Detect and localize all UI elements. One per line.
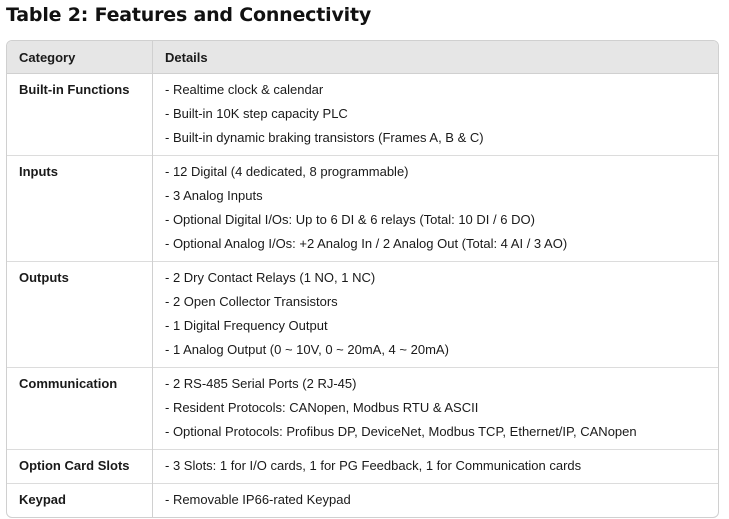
category-cell: Keypad [7, 483, 153, 517]
detail-item: - Optional Analog I/Os: +2 Analog In / 2… [165, 236, 568, 251]
detail-item: - Realtime clock & calendar [165, 82, 324, 97]
category-label: Communication [19, 376, 118, 391]
detail-item: - Resident Protocols: CANopen, Modbus RT… [165, 400, 479, 415]
header-category: Category [7, 41, 153, 74]
detail-item: - Built-in 10K step capacity PLC [165, 106, 348, 121]
category-cell: Option Card Slots [7, 449, 153, 484]
category-label: Keypad [19, 492, 66, 507]
detail-item: - 2 Open Collector Transistors [165, 294, 338, 309]
details-cell: - 3 Slots: 1 for I/O cards, 1 for PG Fee… [152, 449, 718, 484]
detail-item: - Built-in dynamic braking transistors (… [165, 130, 484, 145]
header-details: Details [152, 41, 718, 74]
detail-item: - 12 Digital (4 dedicated, 8 programmabl… [165, 164, 409, 179]
details-cell: - Realtime clock & calendar - Built-in 10… [153, 74, 719, 156]
table-row: Outputs - 2 Dry Contact Relays (1 NO, 1 N… [7, 261, 718, 368]
detail-item: - Optional Protocols: Profibus DP, Devic… [165, 424, 637, 439]
category-label: Option Card Slots [19, 458, 130, 473]
category-cell: Outputs [7, 261, 153, 368]
detail-item: - 3 Analog Inputs [165, 188, 263, 203]
category-cell: Built-in Functions [7, 73, 153, 156]
table-row: Inputs - 12 Digital (4 dedicated, 8 progr… [7, 155, 718, 262]
table-header-row: Category Details [7, 41, 718, 74]
features-table: Category Details Built-in Functions - Rea… [6, 40, 719, 518]
details-cell: - Removable IP66-rated Keypad [152, 483, 718, 517]
detail-item: - 1 Digital Frequency Output [165, 318, 328, 333]
category-label: Inputs [19, 164, 58, 179]
detail-item: - Removable IP66-rated Keypad [165, 492, 351, 507]
table-row: Built-in Functions - Realtime clock & cal… [7, 73, 719, 156]
detail-item: - 2 Dry Contact Relays (1 NO, 1 NC) [165, 270, 376, 285]
table-row: Keypad - Removable IP66-rated Keypad [7, 483, 718, 517]
detail-item: - 2 RS-485 Serial Ports (2 RJ-45) [165, 376, 357, 391]
details-cell: - 2 RS-485 Serial Ports (2 RJ-45) - Resid… [152, 367, 718, 450]
table-row: Communication - 2 RS-485 Serial Ports (2 … [7, 367, 718, 450]
table-title: Table 2: Features and Connectivity [6, 4, 372, 26]
category-cell: Inputs [7, 155, 153, 262]
details-cell: - 2 Dry Contact Relays (1 NO, 1 NC) - 2 O… [152, 261, 718, 368]
detail-item: - Optional Digital I/Os: Up to 6 DI & 6 … [165, 212, 535, 227]
category-label: Built-in Functions [19, 82, 130, 97]
table-row: Option Card Slots - 3 Slots: 1 for I/O ca… [7, 449, 718, 484]
detail-item: - 1 Analog Output (0 ~ 10V, 0 ~ 20mA, 4 … [165, 342, 449, 357]
details-cell: - 12 Digital (4 dedicated, 8 programmabl… [152, 155, 718, 262]
detail-item: - 3 Slots: 1 for I/O cards, 1 for PG Fee… [165, 458, 582, 473]
category-label: Outputs [19, 270, 69, 285]
category-cell: Communication [7, 367, 153, 450]
